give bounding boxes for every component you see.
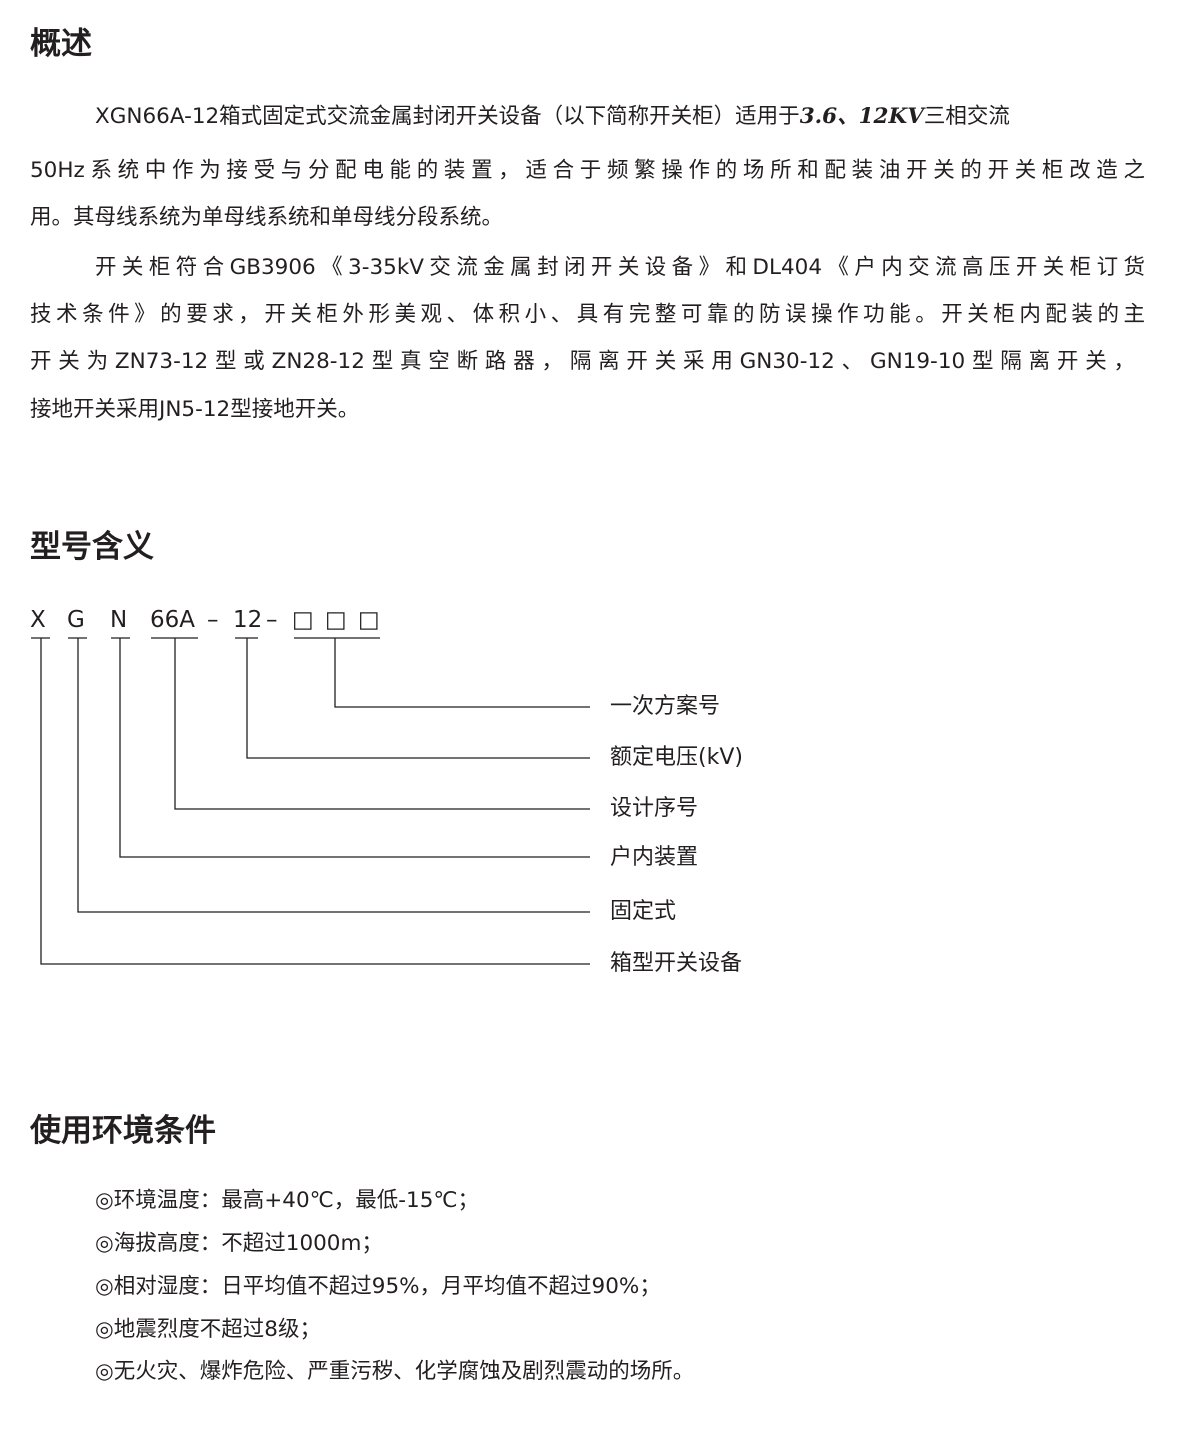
overview-line-6: 开关为ZN73-12型或ZN28-12型真空断路器，隔离开关采用GN30-12、… <box>30 349 1135 374</box>
overview-heading: 概述 <box>30 26 92 62</box>
model-heading: 型号含义 <box>30 529 154 565</box>
overview-text: XGN66A-12箱式固定式交流金属封闭开关设备（以下简称开关柜）适用于 <box>95 104 800 129</box>
env-heading: 使用环境条件 <box>30 1113 216 1149</box>
env-item: ◎环境温度：最高+40℃，最低-15℃； <box>95 1188 480 1213</box>
label-scheme: 一次方案号 <box>610 694 721 719</box>
code-x: X <box>30 607 46 633</box>
env-item: ◎海拔高度：不超过1000m； <box>95 1231 383 1256</box>
code-dash: – <box>266 607 278 633</box>
code-n: N <box>110 607 128 633</box>
label-fixed: 固定式 <box>610 899 677 924</box>
code-box: □ <box>325 607 347 633</box>
env-item: ◎地震烈度不超过8级； <box>95 1317 321 1342</box>
voltage-text: 3.6、12KV <box>799 104 924 129</box>
code-box: □ <box>292 607 314 633</box>
overview-line-1: XGN66A-12箱式固定式交流金属封闭开关设备（以下简称开关柜）适用于3.6、… <box>95 106 1145 128</box>
label-indoor: 户内装置 <box>610 845 699 870</box>
model-diagram-lines <box>31 637 590 965</box>
overview-text: 三相交流 <box>923 104 1010 129</box>
code-box: □ <box>358 607 380 633</box>
label-box: 箱型开关设备 <box>610 951 743 976</box>
code-design: 66A <box>150 607 196 633</box>
overview-line-5: 技术条件》的要求，开关柜外形美观、体积小、具有完整可靠的防误操作功能。开关柜内配… <box>30 302 1145 327</box>
overview-line-7: 接地开关采用JN5-12型接地开关。 <box>30 397 360 422</box>
label-design: 设计序号 <box>610 796 699 821</box>
code-dash: – <box>207 607 219 633</box>
code-g: G <box>67 607 85 633</box>
env-item: ◎无火灾、爆炸危险、严重污秽、化学腐蚀及剧烈震动的场所。 <box>95 1359 695 1384</box>
code-voltage: 12 <box>233 607 263 633</box>
overview-line-4: 开关柜符合GB3906《3-35kV交流金属封闭开关设备》和DL404《户内交流… <box>95 255 1145 280</box>
env-item: ◎相对湿度：日平均值不超过95%，月平均值不超过90%； <box>95 1274 661 1299</box>
overview-line-2: 50Hz系统中作为接受与分配电能的装置，适合于频繁操作的场所和配装油开关的开关柜… <box>30 158 1145 183</box>
overview-line-3: 用。其母线系统为单母线系统和单母线分段系统。 <box>30 205 504 230</box>
label-voltage: 额定电压(kV) <box>610 745 743 770</box>
